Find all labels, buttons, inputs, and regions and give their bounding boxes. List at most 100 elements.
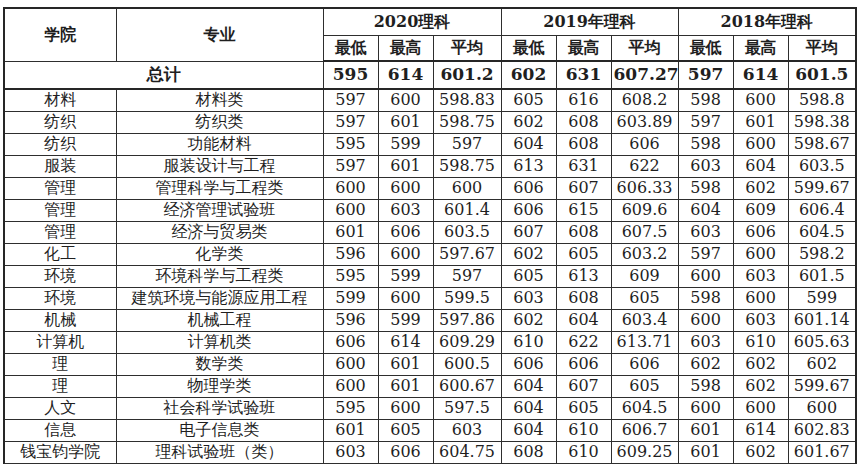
score-cell: 606 — [323, 332, 378, 354]
score-cell: 601 — [678, 420, 733, 442]
score-cell: 600 — [323, 354, 378, 376]
score-cell: 601.67 — [788, 442, 856, 464]
table-row: 人文社会科学试验班595600597.5604605604.5600600600 — [4, 398, 856, 420]
max-header-2020: 最高 — [378, 36, 433, 62]
score-cell: 598.38 — [788, 112, 856, 134]
score-cell: 603 — [678, 156, 733, 178]
score-cell: 606 — [501, 354, 556, 376]
major-cell: 数学类 — [116, 354, 323, 376]
score-cell: 608 — [556, 134, 611, 156]
score-cell: 604 — [501, 398, 556, 420]
avg-header-2019: 平均 — [611, 36, 678, 62]
total-score-cell: 595 — [323, 61, 378, 89]
college-cell: 环境 — [4, 266, 116, 288]
score-cell: 614 — [378, 332, 433, 354]
college-cell: 管理 — [4, 222, 116, 244]
year-2019-header: 2019年理科 — [501, 8, 678, 36]
table-row: 管理经济与贸易类601606603.5607608607.5603606604.… — [4, 222, 856, 244]
score-cell: 606 — [501, 200, 556, 222]
table-row: 计算机计算机类606614609.29610622613.71603610605… — [4, 332, 856, 354]
score-cell: 598 — [678, 178, 733, 200]
min-header-2020: 最低 — [323, 36, 378, 62]
major-column-header: 专业 — [116, 8, 323, 61]
score-cell: 602 — [788, 354, 856, 376]
score-cell: 606 — [611, 354, 678, 376]
score-cell: 605.63 — [788, 332, 856, 354]
score-cell: 601 — [378, 112, 433, 134]
score-cell: 596 — [323, 244, 378, 266]
score-cell: 604 — [501, 134, 556, 156]
score-cell: 606.33 — [611, 178, 678, 200]
score-cell: 603 — [501, 288, 556, 310]
score-cell: 608 — [501, 442, 556, 464]
score-cell: 601.4 — [433, 200, 501, 222]
major-cell: 电子信息类 — [116, 420, 323, 442]
score-cell: 597 — [433, 134, 501, 156]
score-cell: 605 — [501, 266, 556, 288]
table-row: 理物理学类600601600.67604607605598602599.67 — [4, 376, 856, 398]
score-cell: 609.6 — [611, 200, 678, 222]
college-cell: 机械 — [4, 310, 116, 332]
score-cell: 603.5 — [433, 222, 501, 244]
college-cell: 纺织 — [4, 112, 116, 134]
total-score-cell: 607.27 — [611, 61, 678, 89]
table-row: 化工化学类596600597.67602605603.2597600598.2 — [4, 244, 856, 266]
score-cell: 606 — [733, 222, 788, 244]
major-cell: 材料类 — [116, 89, 323, 112]
score-cell: 604 — [501, 376, 556, 398]
score-cell: 602 — [501, 112, 556, 134]
college-cell: 理 — [4, 376, 116, 398]
score-cell: 602.83 — [788, 420, 856, 442]
score-cell: 604.5 — [611, 398, 678, 420]
score-cell: 598 — [678, 376, 733, 398]
score-cell: 598 — [678, 89, 733, 112]
score-cell: 599.67 — [788, 376, 856, 398]
score-cell: 602 — [733, 442, 788, 464]
major-cell: 机械工程 — [116, 310, 323, 332]
college-cell: 管理 — [4, 178, 116, 200]
score-cell: 604 — [733, 156, 788, 178]
college-cell: 人文 — [4, 398, 116, 420]
college-cell: 计算机 — [4, 332, 116, 354]
table-row: 纺织纺织类597601598.75602608603.89597601598.3… — [4, 112, 856, 134]
score-cell: 603 — [678, 332, 733, 354]
score-cell: 598.2 — [788, 244, 856, 266]
year-2018-header: 2018年理科 — [678, 8, 856, 36]
score-cell: 601 — [323, 222, 378, 244]
score-cell: 608.2 — [611, 89, 678, 112]
score-cell: 600 — [433, 178, 501, 200]
score-cell: 598 — [678, 134, 733, 156]
score-cell: 602 — [733, 376, 788, 398]
table-row: 材料材料类597600598.83605616608.2598600598.8 — [4, 89, 856, 112]
avg-header-2020: 平均 — [433, 36, 501, 62]
score-cell: 603 — [678, 222, 733, 244]
score-cell: 603.2 — [611, 244, 678, 266]
major-cell: 经济与贸易类 — [116, 222, 323, 244]
score-cell: 601.14 — [788, 310, 856, 332]
college-cell: 纺织 — [4, 134, 116, 156]
score-cell: 600 — [378, 178, 433, 200]
score-cell: 603.4 — [611, 310, 678, 332]
score-cell: 597.86 — [433, 310, 501, 332]
score-cell: 600 — [323, 200, 378, 222]
score-cell: 601 — [733, 112, 788, 134]
score-cell: 606 — [501, 178, 556, 200]
score-cell: 600 — [378, 89, 433, 112]
major-cell: 化学类 — [116, 244, 323, 266]
score-cell: 607 — [556, 376, 611, 398]
table-row: 管理经济管理试验班600603601.4606615609.6604609606… — [4, 200, 856, 222]
score-cell: 599 — [378, 266, 433, 288]
score-cell: 595 — [323, 398, 378, 420]
score-cell: 609 — [733, 200, 788, 222]
score-cell: 602 — [501, 310, 556, 332]
major-cell: 纺织类 — [116, 112, 323, 134]
score-cell: 603.89 — [611, 112, 678, 134]
score-cell: 600 — [733, 134, 788, 156]
max-header-2018: 最高 — [733, 36, 788, 62]
score-cell: 606 — [378, 442, 433, 464]
score-cell: 601 — [378, 376, 433, 398]
major-cell: 服装设计与工程 — [116, 156, 323, 178]
total-score-cell: 601.5 — [788, 61, 856, 89]
score-cell: 600 — [323, 376, 378, 398]
total-score-cell: 631 — [556, 61, 611, 89]
